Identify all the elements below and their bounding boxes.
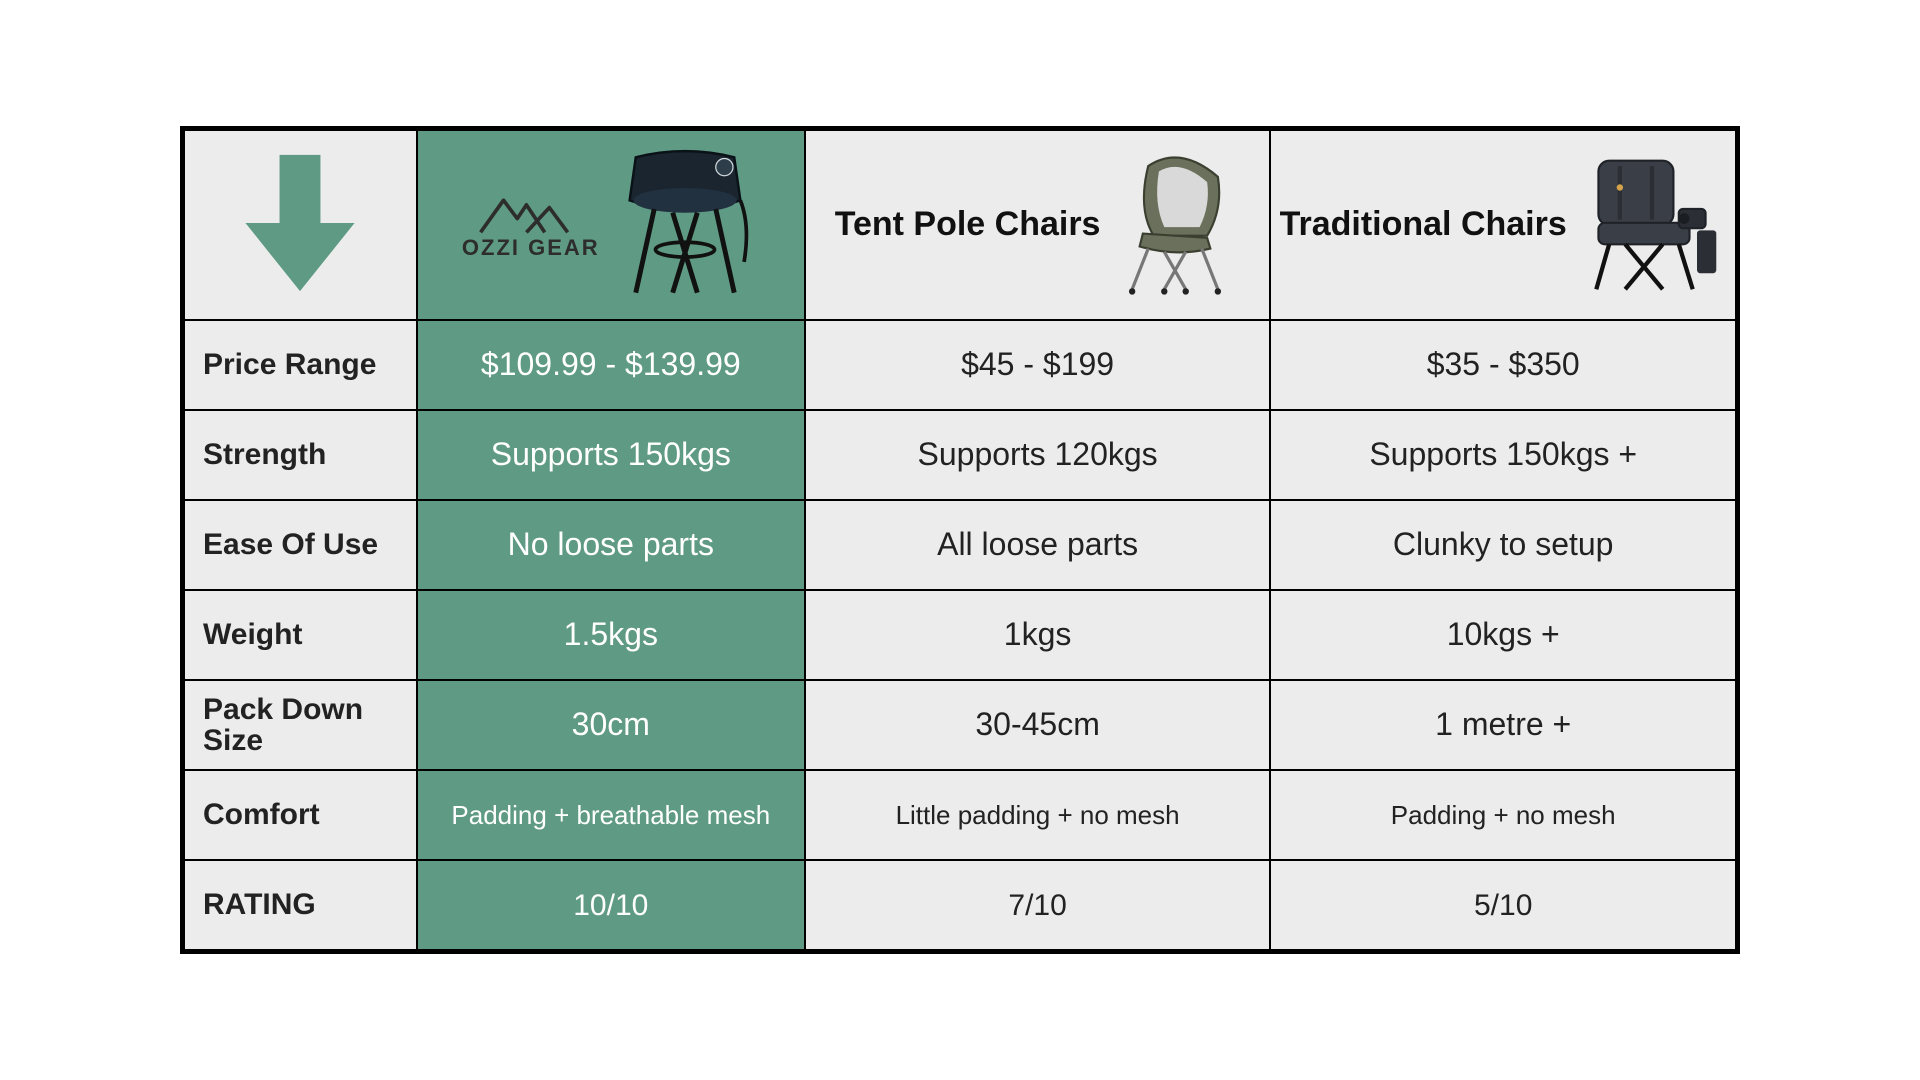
row-value-brand: 1.5kgs bbox=[417, 590, 805, 680]
row-value-tentpole: 7/10 bbox=[805, 860, 1271, 950]
row-value-brand: 10/10 bbox=[417, 860, 805, 950]
folding-stool-chair-icon bbox=[610, 145, 760, 305]
row-value-brand: 30cm bbox=[417, 680, 805, 770]
table-row: Weight 1.5kgs 1kgs 10kgs + bbox=[184, 590, 1736, 680]
row-label: Price Range bbox=[184, 320, 417, 410]
row-value-traditional: $35 - $350 bbox=[1270, 320, 1736, 410]
mountain-icon bbox=[476, 189, 586, 239]
row-label: Weight bbox=[184, 590, 417, 680]
traditional-camp-chair-icon bbox=[1577, 145, 1727, 305]
row-value-traditional: 1 metre + bbox=[1270, 680, 1736, 770]
header-tentpole-title: Tent Pole Chairs bbox=[835, 206, 1101, 243]
row-value-traditional: Clunky to setup bbox=[1270, 500, 1736, 590]
comparison-table: OZZI GEAR Tent Pole Chairs bbox=[180, 126, 1740, 954]
brand-logo: OZZI GEAR bbox=[462, 189, 600, 261]
row-label: Strength bbox=[184, 410, 417, 500]
header-tentpole-cell: Tent Pole Chairs bbox=[805, 130, 1271, 320]
row-value-tentpole: Little padding + no mesh bbox=[805, 770, 1271, 860]
row-value-traditional: Padding + no mesh bbox=[1270, 770, 1736, 860]
table-row-rating: RATING 10/10 7/10 5/10 bbox=[184, 860, 1736, 950]
brand-logo-text: OZZI GEAR bbox=[462, 235, 600, 261]
header-traditional-cell: Traditional Chairs bbox=[1270, 130, 1736, 320]
row-value-tentpole: 30-45cm bbox=[805, 680, 1271, 770]
table-header-row: OZZI GEAR Tent Pole Chairs bbox=[184, 130, 1736, 320]
header-traditional-title: Traditional Chairs bbox=[1280, 206, 1567, 243]
row-value-brand: Padding + breathable mesh bbox=[417, 770, 805, 860]
row-value-tentpole: $45 - $199 bbox=[805, 320, 1271, 410]
header-brand-cell: OZZI GEAR bbox=[417, 130, 805, 320]
table-row: Ease Of Use No loose parts All loose par… bbox=[184, 500, 1736, 590]
row-value-traditional: 5/10 bbox=[1270, 860, 1736, 950]
row-label: Pack Down Size bbox=[184, 680, 417, 770]
header-arrow-cell bbox=[184, 130, 417, 320]
row-value-traditional: Supports 150kgs + bbox=[1270, 410, 1736, 500]
row-label: Ease Of Use bbox=[184, 500, 417, 590]
table-row: Strength Supports 150kgs Supports 120kgs… bbox=[184, 410, 1736, 500]
row-label: Comfort bbox=[184, 770, 417, 860]
row-value-brand: Supports 150kgs bbox=[417, 410, 805, 500]
row-value-tentpole: 1kgs bbox=[805, 590, 1271, 680]
down-arrow-icon bbox=[230, 148, 370, 298]
table-row: Comfort Padding + breathable mesh Little… bbox=[184, 770, 1736, 860]
row-value-brand: No loose parts bbox=[417, 500, 805, 590]
row-value-tentpole: All loose parts bbox=[805, 500, 1271, 590]
row-label: RATING bbox=[184, 860, 417, 950]
table-row: Price Range $109.99 - $139.99 $45 - $199… bbox=[184, 320, 1736, 410]
row-value-traditional: 10kgs + bbox=[1270, 590, 1736, 680]
row-value-tentpole: Supports 120kgs bbox=[805, 410, 1271, 500]
row-value-brand: $109.99 - $139.99 bbox=[417, 320, 805, 410]
tent-pole-chair-icon bbox=[1110, 150, 1240, 300]
table-row: Pack Down Size 30cm 30-45cm 1 metre + bbox=[184, 680, 1736, 770]
